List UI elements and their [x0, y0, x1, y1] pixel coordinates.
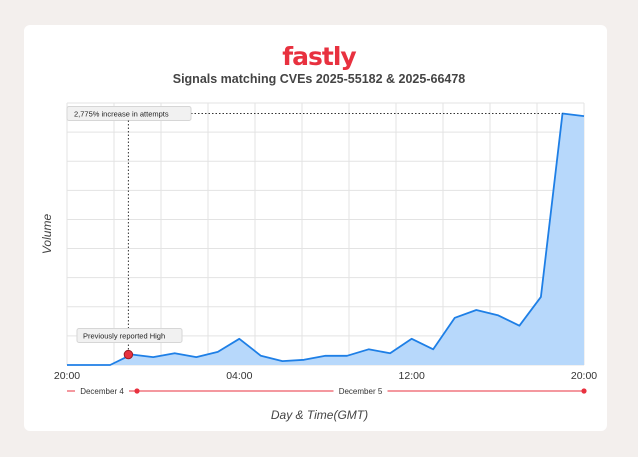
fastly-logo: fastly [282, 42, 356, 71]
series-area [67, 113, 584, 365]
peak-label-box [66, 105, 192, 121]
series-line [67, 112, 585, 366]
annotation-peak: 2,775% increase in attempts [66, 105, 563, 121]
x-axis-label: Day & Time(GMT) [271, 408, 368, 422]
day-range-label: December 5 [339, 387, 383, 396]
x-tick-labels: 20:00 04:00 12:00 20:00 [54, 370, 597, 382]
x-tick-label: 20:00 [571, 370, 597, 382]
previous-high-label: Previously reported High [83, 332, 165, 341]
previous-high-label-box [76, 328, 183, 344]
annotation-previous-high: Previously reported High [76, 120, 183, 360]
y-axis-label: Volume [40, 214, 54, 255]
peak-label: 2,775% increase in attempts [74, 109, 169, 118]
x-tick-label: 12:00 [399, 370, 425, 382]
x-tick-label: 04:00 [226, 370, 252, 382]
day-range-label: December 4 [80, 387, 124, 396]
chart-title: Signals matching CVEs 2025-55182 & 2025-… [172, 72, 466, 86]
day-boundary-marker [581, 388, 587, 394]
day-boundary-marker [134, 388, 140, 394]
day-ranges: December 4 December 5 [67, 387, 587, 396]
previous-high-marker [123, 349, 134, 360]
x-tick-label: 20:00 [54, 370, 80, 382]
